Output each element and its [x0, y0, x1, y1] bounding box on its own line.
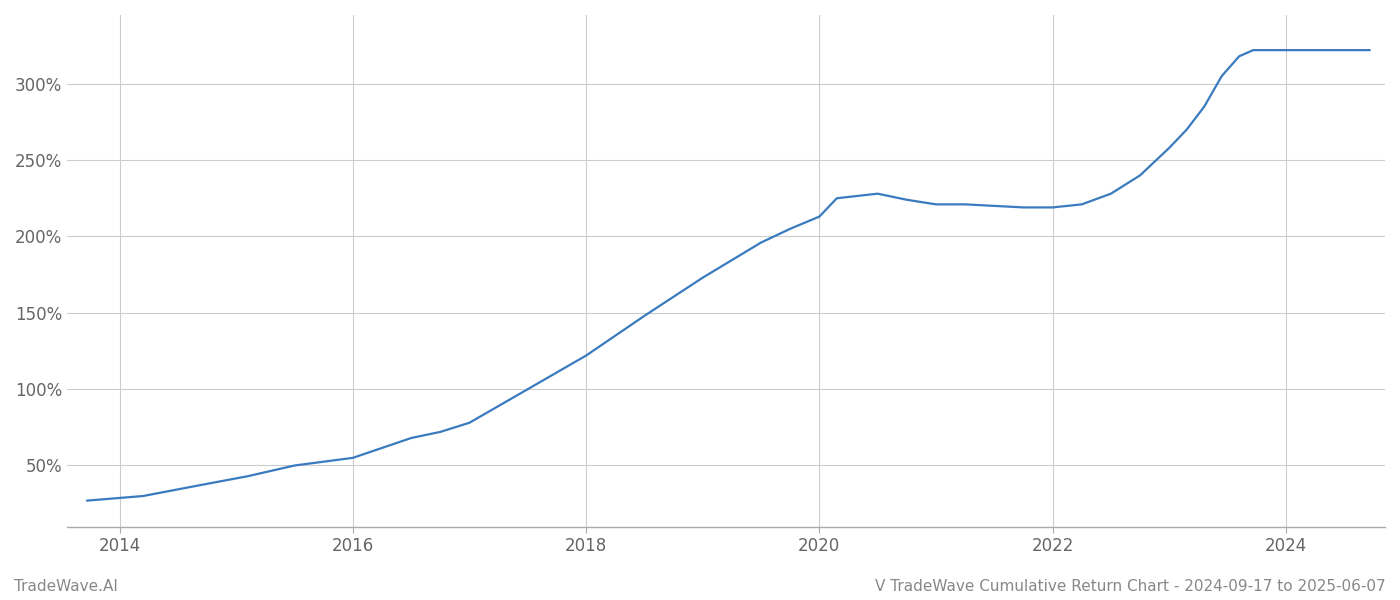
Text: V TradeWave Cumulative Return Chart - 2024-09-17 to 2025-06-07: V TradeWave Cumulative Return Chart - 20… [875, 579, 1386, 594]
Text: TradeWave.AI: TradeWave.AI [14, 579, 118, 594]
